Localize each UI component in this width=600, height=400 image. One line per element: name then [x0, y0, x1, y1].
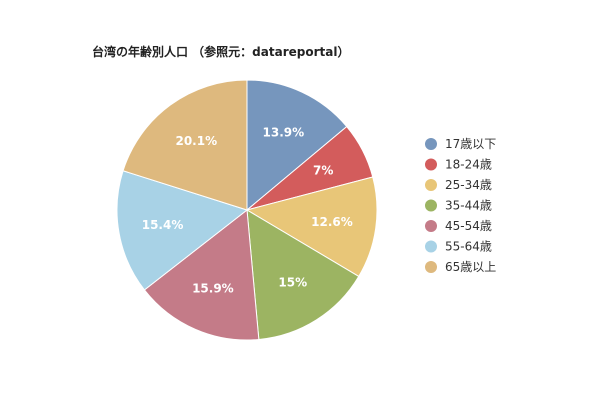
pie-slice — [246, 209, 360, 341]
slice-value-label: 13.9% — [263, 125, 305, 139]
legend-label: 55-64歳 — [445, 240, 492, 254]
legend-marker — [425, 179, 437, 191]
legend-marker — [425, 199, 437, 212]
pie-slice — [143, 209, 260, 341]
legend-marker — [425, 240, 437, 253]
legend-label: 65歳以上 — [445, 260, 496, 274]
slice-value-label: 15% — [278, 276, 307, 290]
legend-marker — [425, 158, 437, 171]
legend-label: 35-44歳 — [445, 199, 492, 213]
slice-value-label: 12.6% — [311, 215, 353, 229]
chart-title: 台湾の年齢別人口 （参照元：datareportal） — [92, 44, 349, 59]
slice-value-label: 7% — [313, 164, 333, 178]
pie-slice — [245, 176, 378, 278]
pie-slice — [246, 79, 348, 212]
slice-value-label: 15.9% — [192, 282, 234, 296]
pie-slice — [116, 170, 249, 291]
legend-marker — [425, 261, 437, 273]
legend: 17歳以下 18-24歳 25-34歳 35-44歳 45-54歳 55-64歳 65歳以上 — [425, 137, 496, 274]
pie-slice — [122, 79, 248, 211]
legend-marker — [425, 220, 437, 232]
legend-label: 25-34歳 — [445, 178, 492, 192]
legend-label: 17歳以下 — [445, 137, 496, 151]
legend-label: 45-54歳 — [445, 219, 492, 233]
slice-value-label: 20.1% — [175, 134, 217, 148]
legend-marker — [425, 138, 437, 150]
pie-slices — [116, 79, 378, 341]
slice-value-label: 15.4% — [142, 218, 184, 232]
pie-slice-labels: 13.9% 7% 12.6% 15% 15.9% 15.4% 20.1% — [142, 125, 353, 295]
legend-label: 18-24歳 — [445, 158, 492, 172]
